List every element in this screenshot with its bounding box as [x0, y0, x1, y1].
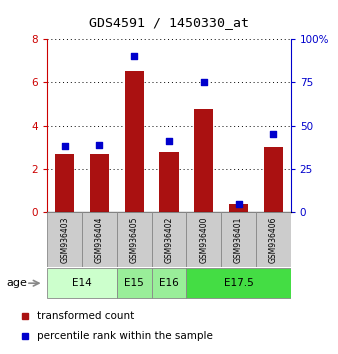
Text: GSM936400: GSM936400 [199, 217, 208, 263]
Point [131, 53, 137, 59]
Text: GDS4591 / 1450330_at: GDS4591 / 1450330_at [89, 17, 249, 29]
Text: GSM936406: GSM936406 [269, 217, 278, 263]
Bar [186, 212, 221, 267]
Bar [82, 212, 117, 267]
Text: GSM936404: GSM936404 [95, 217, 104, 263]
Text: transformed count: transformed count [37, 311, 135, 321]
Bar [117, 212, 152, 267]
Bar [125, 72, 144, 212]
Bar [47, 268, 117, 298]
Bar [47, 212, 82, 267]
Text: E14: E14 [72, 278, 92, 288]
Point [97, 142, 102, 148]
Point [62, 144, 67, 149]
Bar [117, 268, 152, 298]
Bar [152, 268, 186, 298]
Text: GSM936403: GSM936403 [60, 217, 69, 263]
Point [201, 80, 207, 85]
Text: GSM936402: GSM936402 [165, 217, 173, 263]
Bar [264, 147, 283, 212]
Bar [152, 212, 186, 267]
Bar [229, 204, 248, 212]
Text: GSM936405: GSM936405 [130, 217, 139, 263]
Bar [90, 154, 109, 212]
Bar [186, 268, 291, 298]
Point [236, 201, 241, 207]
Bar [55, 154, 74, 212]
Bar [194, 109, 213, 212]
Text: percentile rank within the sample: percentile rank within the sample [37, 331, 213, 341]
Text: E16: E16 [159, 278, 179, 288]
Text: E17.5: E17.5 [224, 278, 254, 288]
Bar [256, 212, 291, 267]
Bar [221, 212, 256, 267]
Text: GSM936401: GSM936401 [234, 217, 243, 263]
Bar [160, 152, 178, 212]
Point [166, 138, 172, 144]
Text: E15: E15 [124, 278, 144, 288]
Text: age: age [7, 278, 28, 288]
Point [271, 132, 276, 137]
